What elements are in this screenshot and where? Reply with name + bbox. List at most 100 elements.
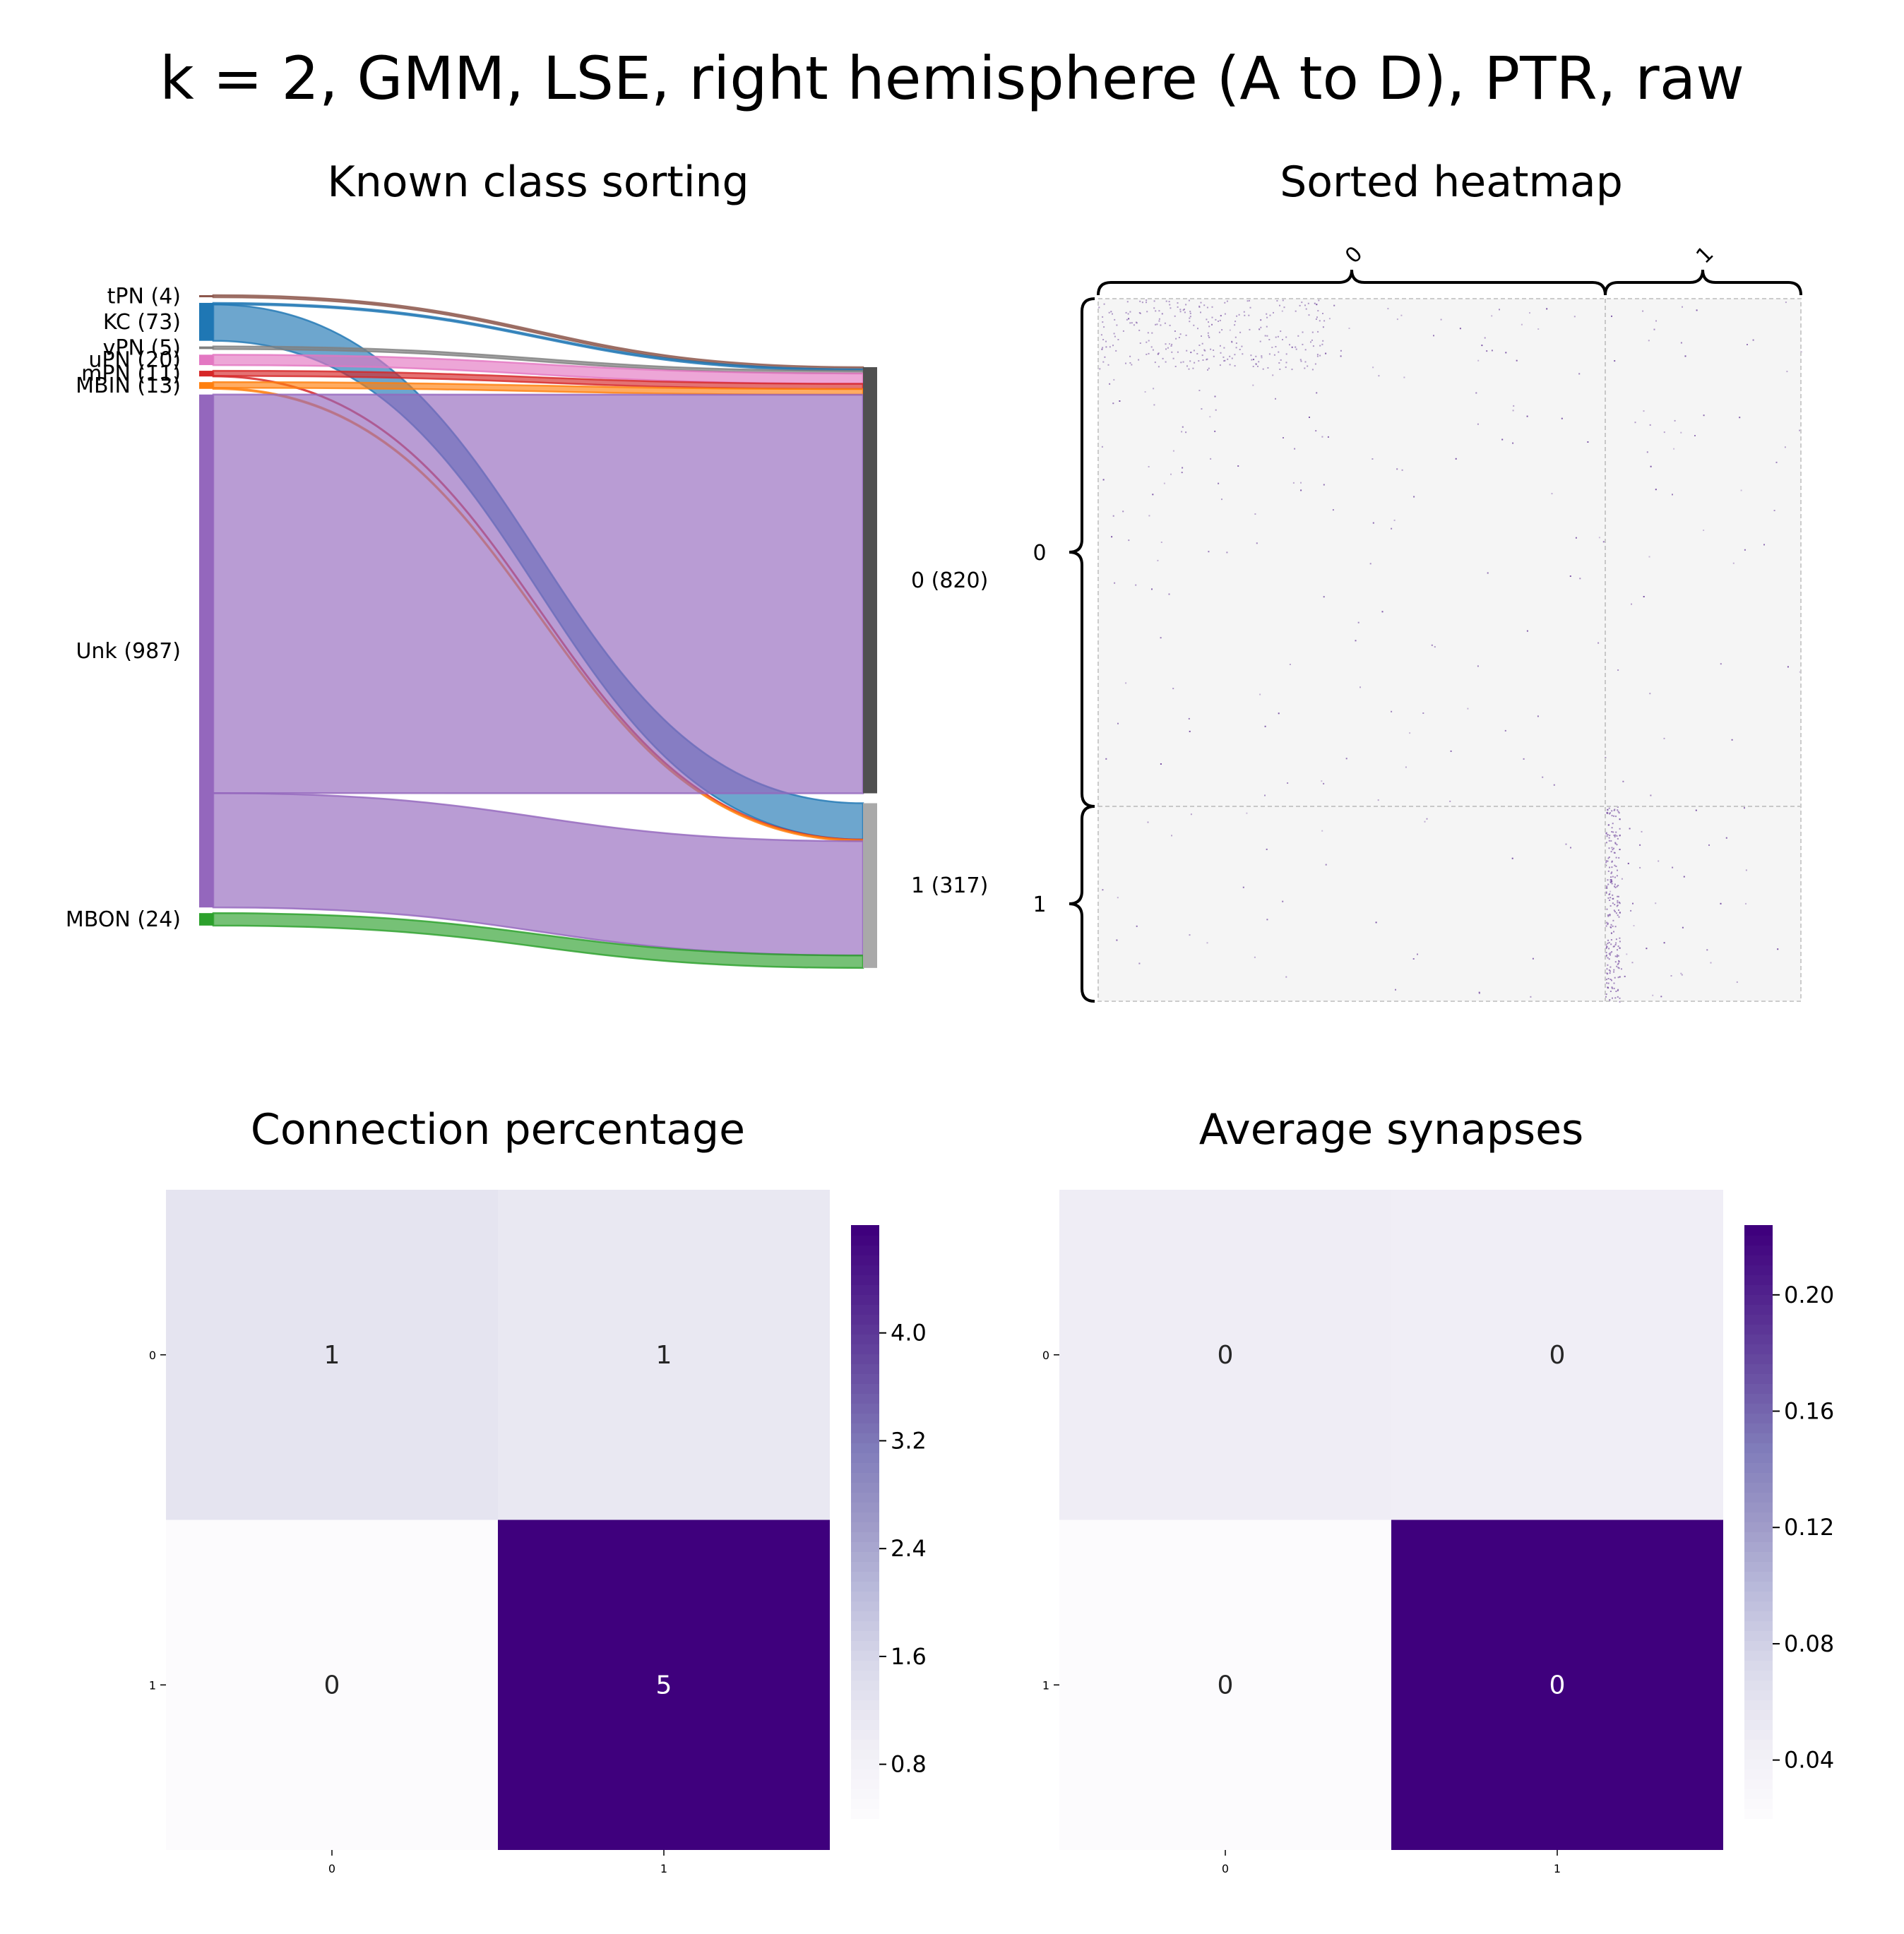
colorbar-segment [1744,1611,1773,1621]
colorbar-segment [851,1275,879,1285]
colorbar-segment [1744,1670,1773,1681]
colorbar-segment [1744,1443,1773,1453]
sankey-source-node-vPN [199,346,213,350]
colorbar-segment [851,1660,879,1671]
sankey-source-label-mPN: mPN (11) [81,362,181,386]
colorbar-segment [851,1630,879,1641]
colorbar-segment [1744,1403,1773,1414]
colorbar-segment [851,1255,879,1265]
colorbar-segment [851,1324,879,1335]
colorbar-segment [851,1798,879,1809]
colorbar-segment [1744,1502,1773,1512]
average-synapses-heatmap: 0 0 0 0 0 1 0 1 0.04 0.08 0.12 0.16 0.20 [1042,1190,1834,1875]
colorbar-segment [851,1690,879,1700]
sankey-diagram: 0 (820) 1 (317) tPN (4)KC (73)vPN (5)uPN (… [66,284,988,969]
sankey-source-node-MBON [199,913,213,926]
colorbar-segment [1744,1660,1773,1671]
colorbar-segment [851,1413,879,1423]
colorbar-segment [851,1551,879,1562]
colorbar-segment [1744,1373,1773,1384]
colorbar-tick-label: 0.16 [1784,1398,1834,1425]
colorbar-segment [851,1294,879,1305]
colorbar-segment [851,1680,879,1690]
colorbar-segment [851,1749,879,1760]
col-tick-label-0: 0 [1222,1862,1229,1875]
sankey-target-label-0: 0 (820) [911,568,988,593]
colorbar-segment [851,1729,879,1740]
colorbar-segment [1744,1798,1773,1809]
sankey-flow-Unk-to-0 [212,393,864,794]
colorbar-segment [851,1492,879,1503]
sankey-target-node-1 [863,803,877,968]
colorbar-segment [851,1235,879,1246]
sankey-source-node-uPN [199,354,213,366]
colorbar-segment [1744,1354,1773,1364]
row-tick-label-0: 0 [149,1349,156,1362]
colorbar-segment [851,1611,879,1621]
colorbar-segment [851,1789,879,1799]
colorbar-segment [851,1443,879,1453]
sankey-title: Known class sorting [327,157,749,207]
colorbar-segment [851,1709,879,1720]
sankey-target-node-0 [863,367,877,794]
heatmap-cell-annotation-1-0: 0 [324,1671,340,1700]
colorbar-segment [851,1383,879,1394]
colorbar-segment [1744,1749,1773,1760]
heatmap-cell-annotation-1-0: 0 [1218,1671,1234,1700]
colorbar-segment [1744,1779,1773,1789]
colorbar-segment [851,1344,879,1354]
colorbar-segment [1744,1690,1773,1700]
colorbar-segment [851,1650,879,1661]
top-brace-group-0 [1097,269,1607,296]
colorbar-segment [1744,1265,1773,1275]
heatmap-cell-1-0 [1059,1520,1391,1850]
sankey-source-label-KC: KC (73) [103,310,181,335]
sankey-source-node-MBIN [199,382,213,389]
colorbar-segment [1744,1571,1773,1582]
colorbar-segment [851,1314,879,1325]
colorbar-segment [851,1759,879,1769]
colorbar-segment [1744,1304,1773,1315]
colorbar-segment [851,1225,879,1236]
colorbar-segment [1744,1680,1773,1690]
colorbar-segment [1744,1709,1773,1720]
colorbar-segment [1744,1255,1773,1265]
colorbar-segment [1744,1235,1773,1246]
colorbar-segment [1744,1413,1773,1423]
colorbar-segment [851,1472,879,1483]
colorbar-segment [851,1581,879,1592]
colorbar-tick-label: 0.12 [1784,1514,1834,1541]
sankey-source-node-KC [199,302,213,341]
colorbar-tick-label: 0.20 [1784,1282,1834,1308]
heatmap-title: Sorted heatmap [1280,157,1623,207]
sorted-heatmap: 0 1 0 1 [1033,241,1802,1003]
colorbar-segment [851,1719,879,1730]
colorbar-tick-label: 3.2 [891,1427,927,1454]
heatmap-border [1097,298,1802,1002]
syn-title: Average synapses [1199,1105,1584,1154]
colorbar-tick-label: 0.08 [1784,1630,1834,1657]
heatmap-cell-annotation-0-1: 1 [656,1341,672,1370]
colorbar-segment [851,1779,879,1789]
conn-title: Connection percentage [251,1105,745,1154]
colorbar-segment [1744,1344,1773,1354]
sankey-source-label-Unk: Unk (987) [76,639,181,664]
colorbar-segment [851,1452,879,1463]
colorbar-segment [851,1265,879,1275]
colorbar-segment [1744,1522,1773,1532]
heatmap-connection-dots [1098,299,1802,1003]
colorbar-segment [1744,1452,1773,1463]
colorbar-segment [1744,1541,1773,1552]
colorbar-segment [851,1433,879,1443]
colorbar-tick-label: 4.0 [891,1320,927,1347]
heatmap-cell-1-1 [498,1520,830,1850]
colorbar-segment [851,1462,879,1473]
colorbar-tick-label: 0.8 [891,1751,927,1778]
colorbar-segment [1744,1769,1773,1779]
sankey-source-label-tPN: tPN (4) [107,284,181,309]
colorbar-segment [851,1561,879,1572]
colorbar-segment [851,1700,879,1710]
colorbar-segment [851,1373,879,1384]
